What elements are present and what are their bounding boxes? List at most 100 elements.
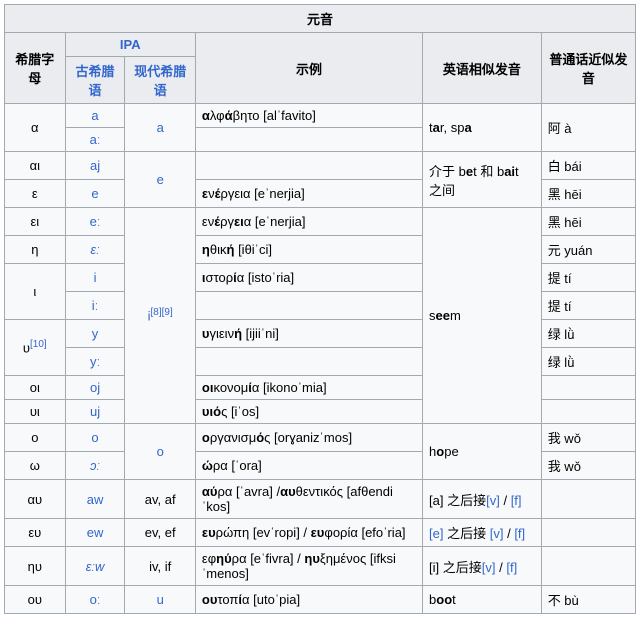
- greek-au: αυ: [5, 480, 66, 519]
- ref-10[interactable]: [10]: [30, 339, 47, 350]
- ipa-link[interactable]: [e]: [429, 526, 443, 541]
- example-cell: ευρώπη [evˈropi] / ευφορία [efoˈria]: [195, 519, 422, 547]
- example-cell: οργανισμός [orɣanizˈmos]: [195, 424, 422, 452]
- example-cell: υιός [iˈos]: [195, 400, 422, 424]
- ipa-link[interactable]: ɛː: [90, 242, 99, 257]
- greek-ou: ου: [5, 586, 66, 614]
- mandarin-cell: 黑 hēi: [541, 208, 635, 236]
- col-greek: 希腊字母: [5, 33, 66, 104]
- ipa-link[interactable]: ew: [87, 525, 104, 540]
- mandarin-cell: 我 wǒ: [541, 452, 635, 480]
- mandarin-cell: [541, 480, 635, 519]
- mandarin-cell: [541, 400, 635, 424]
- greek-etau: ηυ: [5, 547, 66, 586]
- mandarin-cell: 不 bù: [541, 586, 635, 614]
- example-cell: [195, 152, 422, 180]
- vowel-table: 元音 希腊字母 IPA 示例 英语相似发音 普通话近似发音 古希腊语 现代希腊语…: [4, 4, 636, 614]
- ipa-link[interactable]: [v]: [486, 493, 500, 508]
- ref-89[interactable]: [8][9]: [151, 307, 173, 318]
- greek-iota: ι: [5, 264, 66, 320]
- ipa-link[interactable]: i: [94, 270, 97, 285]
- ipa-link[interactable]: oj: [90, 380, 100, 395]
- ipa-modern: iv, if: [125, 547, 195, 586]
- mandarin-cell: 阿 à: [541, 104, 635, 152]
- mandarin-cell: [541, 519, 635, 547]
- ipa-link[interactable]: [f]: [514, 526, 525, 541]
- col-ipa[interactable]: IPA: [120, 37, 141, 52]
- example-cell: [195, 128, 422, 152]
- greek-epsilon: ε: [5, 180, 66, 208]
- greek-eta: η: [5, 236, 66, 264]
- example-cell: ώρα [ˈora]: [195, 452, 422, 480]
- ipa-link[interactable]: e: [157, 172, 164, 187]
- example-cell: εφηύρα [eˈfivra] / ηυξημένος [ifksiˈmeno…: [195, 547, 422, 586]
- example-cell: ενέργεια [eˈnerjia]: [195, 180, 422, 208]
- mandarin-cell: 白 bái: [541, 152, 635, 180]
- col-modern[interactable]: 现代希腊语: [134, 64, 186, 98]
- example-cell: [195, 292, 422, 320]
- greek-eu: ευ: [5, 519, 66, 547]
- ipa-link[interactable]: uj: [90, 404, 100, 419]
- example-cell: ιστορία [istoˈria]: [195, 264, 422, 292]
- greek-omega: ω: [5, 452, 66, 480]
- ipa-link[interactable]: e: [91, 186, 98, 201]
- ipa-modern: av, af: [125, 480, 195, 519]
- english-cell: seem: [423, 208, 542, 424]
- ipa-link[interactable]: o: [157, 444, 164, 459]
- ipa-link[interactable]: iː: [92, 298, 99, 313]
- ipa-link[interactable]: aw: [87, 492, 104, 507]
- example-cell: αύρα [ˈavra] /αυθεντικός [afθendiˈkos]: [195, 480, 422, 519]
- ipa-link[interactable]: a: [157, 120, 164, 135]
- table-title: 元音: [5, 5, 636, 33]
- greek-ei: ει: [5, 208, 66, 236]
- mandarin-cell: 黑 hēi: [541, 180, 635, 208]
- english-cell: [e] 之后接 [v] / [f]: [423, 519, 542, 547]
- col-example: 示例: [195, 33, 422, 104]
- mandarin-cell: [541, 547, 635, 586]
- mandarin-cell: 我 wǒ: [541, 424, 635, 452]
- english-cell: tar, spa: [423, 104, 542, 152]
- greek-ui: υι: [5, 400, 66, 424]
- ipa-link[interactable]: a: [91, 108, 98, 123]
- ipa-link[interactable]: u: [157, 592, 164, 607]
- example-cell: οικονομία [ikonoˈmia]: [195, 376, 422, 400]
- ipa-link[interactable]: y: [92, 326, 99, 341]
- greek-ai: αι: [5, 152, 66, 180]
- ipa-link[interactable]: aː: [90, 132, 101, 147]
- ipa-link[interactable]: [v]: [490, 526, 504, 541]
- mandarin-cell: 绿 lǜ: [541, 348, 635, 376]
- example-cell: αλφάβητο [alˈfavito]: [195, 104, 422, 128]
- ipa-link[interactable]: ɛːw: [86, 559, 105, 574]
- ipa-link[interactable]: [f]: [506, 560, 517, 575]
- greek-alpha: α: [5, 104, 66, 152]
- greek-upsilon: υ[10]: [5, 320, 66, 376]
- greek-oi: οι: [5, 376, 66, 400]
- ipa-link[interactable]: [v]: [482, 560, 496, 575]
- ipa-link[interactable]: aj: [90, 158, 100, 173]
- example-cell: υγιεινή [ijiiˈni]: [195, 320, 422, 348]
- example-cell: ηθική [iθiˈci]: [195, 236, 422, 264]
- col-ancient[interactable]: 古希腊语: [76, 64, 115, 98]
- col-english: 英语相似发音: [423, 33, 542, 104]
- ipa-link[interactable]: [f]: [511, 493, 522, 508]
- english-cell: 介于 bet 和 bait 之间: [423, 152, 542, 208]
- col-mandarin: 普通话近似发音: [541, 33, 635, 104]
- english-cell: hope: [423, 424, 542, 480]
- ipa-link[interactable]: ɔː: [90, 458, 100, 473]
- ipa-link[interactable]: o: [91, 430, 98, 445]
- ipa-link[interactable]: yː: [90, 354, 100, 369]
- english-cell: boot: [423, 586, 542, 614]
- ipa-link[interactable]: eː: [90, 214, 101, 229]
- example-cell: ουτοπία [utoˈpia]: [195, 586, 422, 614]
- ipa-modern: ev, ef: [125, 519, 195, 547]
- ipa-link[interactable]: oː: [90, 592, 101, 607]
- mandarin-cell: 提 tí: [541, 264, 635, 292]
- example-cell: ενέργεια [eˈnerjia]: [195, 208, 422, 236]
- english-cell: [i] 之后接[v] / [f]: [423, 547, 542, 586]
- example-cell: [195, 348, 422, 376]
- mandarin-cell: 元 yuán: [541, 236, 635, 264]
- greek-omicron: ο: [5, 424, 66, 452]
- english-cell: [a] 之后接[v] / [f]: [423, 480, 542, 519]
- mandarin-cell: [541, 376, 635, 400]
- mandarin-cell: 绿 lǜ: [541, 320, 635, 348]
